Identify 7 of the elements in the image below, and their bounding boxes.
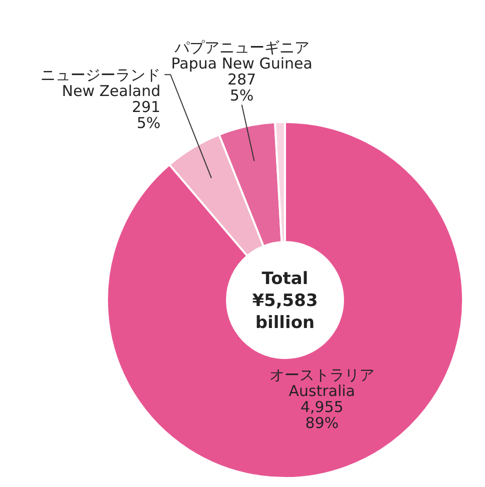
data-label: 291 5%	[132, 98, 160, 132]
text: Total ¥5,583 billion	[252, 269, 318, 333]
data-label: 4,955 89%	[300, 398, 344, 432]
slice-label: ニュージーランド New Zealand	[40, 66, 160, 100]
data-label: 287 5%	[227, 70, 256, 105]
slice-label: パプアニューギニア Papua New Guinea	[171, 38, 312, 73]
slice-label: オーストラリア Australia	[269, 366, 374, 400]
